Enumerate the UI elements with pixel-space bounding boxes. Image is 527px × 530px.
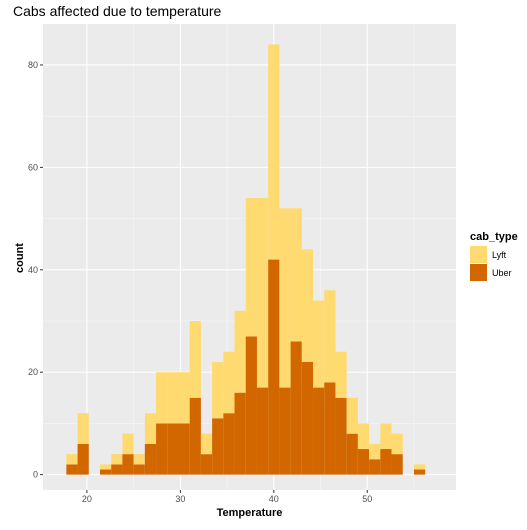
bar-uber bbox=[346, 433, 358, 475]
x-tick-label: 40 bbox=[269, 494, 279, 504]
bar-uber bbox=[99, 469, 112, 475]
bar-lyft bbox=[178, 372, 190, 424]
bar-lyft bbox=[256, 198, 269, 388]
bar-lyft bbox=[122, 433, 134, 455]
bar-lyft bbox=[245, 198, 257, 337]
bar-uber bbox=[279, 387, 291, 475]
x-tick-label: 30 bbox=[175, 494, 185, 504]
bar-uber bbox=[391, 454, 403, 475]
bar-uber bbox=[301, 361, 314, 475]
chart-title: Cabs affected due to temperature bbox=[13, 3, 222, 19]
bar-lyft bbox=[357, 423, 370, 450]
bar-lyft bbox=[346, 397, 358, 434]
bar-uber bbox=[413, 469, 426, 475]
bar-uber bbox=[380, 449, 392, 475]
y-tick-label: 80 bbox=[28, 60, 38, 70]
bar-lyft bbox=[268, 44, 280, 260]
bar-lyft bbox=[324, 290, 336, 383]
x-axis-label: Temperature bbox=[216, 507, 283, 519]
bar-uber bbox=[200, 454, 213, 475]
bar-uber bbox=[335, 397, 347, 475]
bar-lyft bbox=[200, 433, 213, 455]
bar-lyft bbox=[313, 300, 325, 388]
bar-lyft bbox=[369, 443, 381, 460]
legend-item-uber: Uber bbox=[470, 264, 518, 281]
bar-uber bbox=[77, 443, 89, 475]
bar-lyft bbox=[133, 454, 145, 465]
bar-lyft bbox=[301, 249, 314, 362]
bar-lyft bbox=[335, 351, 347, 398]
legend: cab_type Lyft Uber bbox=[470, 231, 518, 282]
y-tick-label: 60 bbox=[28, 162, 38, 172]
bar-uber bbox=[212, 418, 224, 475]
y-tick-label: 20 bbox=[28, 367, 38, 377]
bar-lyft bbox=[111, 454, 123, 465]
bar-lyft bbox=[223, 351, 235, 414]
bar-uber bbox=[223, 413, 235, 475]
bar-lyft bbox=[66, 454, 78, 465]
y-tick-label: 0 bbox=[33, 470, 38, 480]
bar-lyft bbox=[391, 433, 403, 455]
legend-item-lyft: Lyft bbox=[470, 246, 518, 263]
legend-swatch-uber bbox=[470, 264, 487, 281]
legend-label-lyft: Lyft bbox=[492, 249, 507, 260]
bar-uber bbox=[167, 423, 179, 475]
bar-uber bbox=[256, 387, 269, 475]
bar-uber bbox=[313, 387, 325, 475]
bar-uber bbox=[144, 443, 157, 475]
bar-lyft bbox=[77, 413, 89, 444]
bar-lyft bbox=[99, 464, 112, 470]
bar-uber bbox=[245, 336, 257, 475]
bar-lyft bbox=[234, 310, 246, 393]
bar-uber bbox=[189, 397, 201, 475]
bar-uber bbox=[357, 449, 370, 475]
legend-swatch-lyft bbox=[470, 246, 487, 263]
bar-lyft bbox=[413, 464, 426, 470]
bar-uber bbox=[111, 464, 123, 475]
bar-lyft bbox=[167, 372, 179, 424]
bar-lyft bbox=[290, 208, 302, 342]
bar-uber bbox=[133, 464, 145, 475]
x-tick-label: 50 bbox=[362, 494, 372, 504]
bar-lyft bbox=[279, 208, 291, 388]
bar-lyft bbox=[380, 423, 392, 450]
x-tick-label: 20 bbox=[82, 494, 92, 504]
bar-uber bbox=[234, 392, 246, 475]
bar-lyft bbox=[212, 361, 224, 419]
y-tick-label: 40 bbox=[28, 265, 38, 275]
bar-uber bbox=[156, 423, 168, 475]
bar-lyft bbox=[144, 413, 157, 444]
bar-uber bbox=[290, 341, 302, 475]
bar-uber bbox=[324, 382, 336, 475]
bar-uber bbox=[122, 454, 134, 475]
bar-uber bbox=[369, 459, 381, 475]
bar-lyft bbox=[156, 372, 168, 424]
bar-uber bbox=[268, 259, 280, 475]
bar-lyft bbox=[189, 321, 201, 398]
bar-uber bbox=[66, 464, 78, 475]
bar-uber bbox=[178, 423, 190, 475]
legend-title: cab_type bbox=[470, 231, 518, 243]
legend-label-uber: Uber bbox=[492, 267, 512, 278]
